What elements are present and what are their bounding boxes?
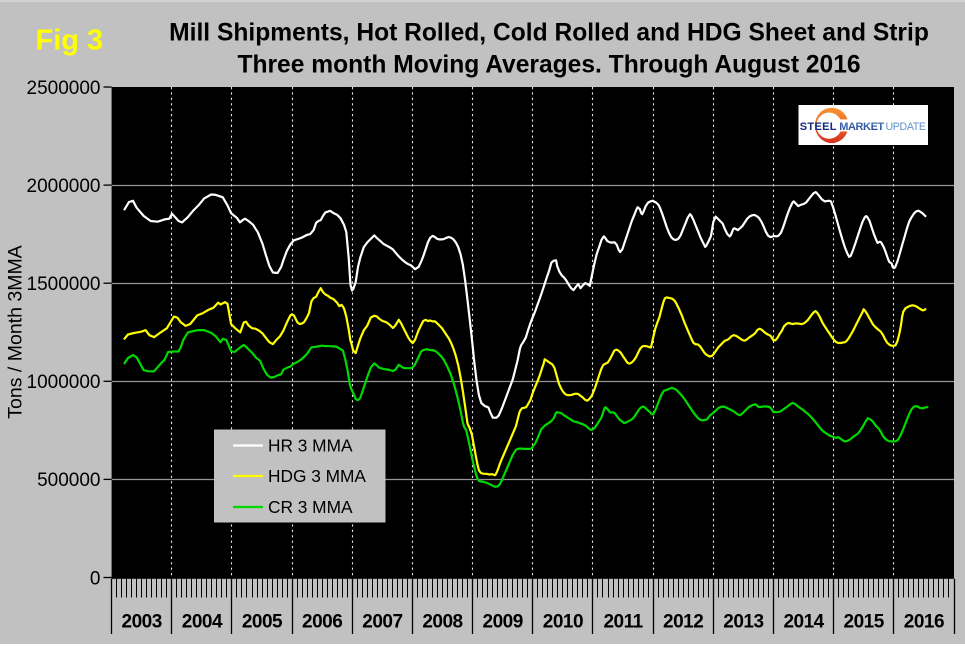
svg-text:2500000: 2500000: [27, 78, 101, 99]
svg-text:2004: 2004: [182, 612, 223, 633]
svg-text:HR 3 MMA: HR 3 MMA: [268, 436, 353, 456]
svg-text:2014: 2014: [783, 612, 824, 633]
svg-text:2012: 2012: [663, 612, 703, 633]
svg-text:2003: 2003: [122, 612, 162, 633]
svg-text:1000000: 1000000: [27, 372, 101, 393]
svg-text:Mill Shipments, Hot Rolled, Co: Mill Shipments, Hot Rolled, Cold Rolled …: [169, 20, 929, 47]
svg-text:2009: 2009: [483, 612, 523, 633]
svg-text:2011: 2011: [603, 612, 643, 633]
svg-text:Fig 3: Fig 3: [36, 25, 104, 57]
svg-text:0: 0: [90, 568, 101, 589]
svg-text:Three month Moving Averages. T: Three month Moving Averages. Through Aug…: [237, 52, 860, 79]
svg-text:2007: 2007: [362, 612, 402, 633]
svg-text:MARKET: MARKET: [839, 121, 884, 133]
svg-text:2013: 2013: [723, 612, 763, 633]
svg-text:STEEL: STEEL: [800, 121, 837, 133]
svg-text:2008: 2008: [422, 612, 462, 633]
svg-text:1500000: 1500000: [27, 274, 101, 295]
svg-text:HDG 3 MMA: HDG 3 MMA: [268, 466, 366, 486]
svg-text:CR 3 MMA: CR 3 MMA: [268, 497, 353, 517]
svg-text:500000: 500000: [37, 470, 100, 491]
svg-text:2015: 2015: [844, 612, 885, 633]
svg-text:2005: 2005: [242, 612, 283, 633]
svg-text:2010: 2010: [543, 612, 583, 633]
svg-text:2006: 2006: [302, 612, 342, 633]
svg-text:2000000: 2000000: [27, 176, 101, 197]
svg-text:Tons / Month 3MMA: Tons / Month 3MMA: [5, 245, 27, 418]
svg-text:2016: 2016: [904, 612, 944, 633]
svg-text:UPDATE: UPDATE: [886, 121, 926, 133]
